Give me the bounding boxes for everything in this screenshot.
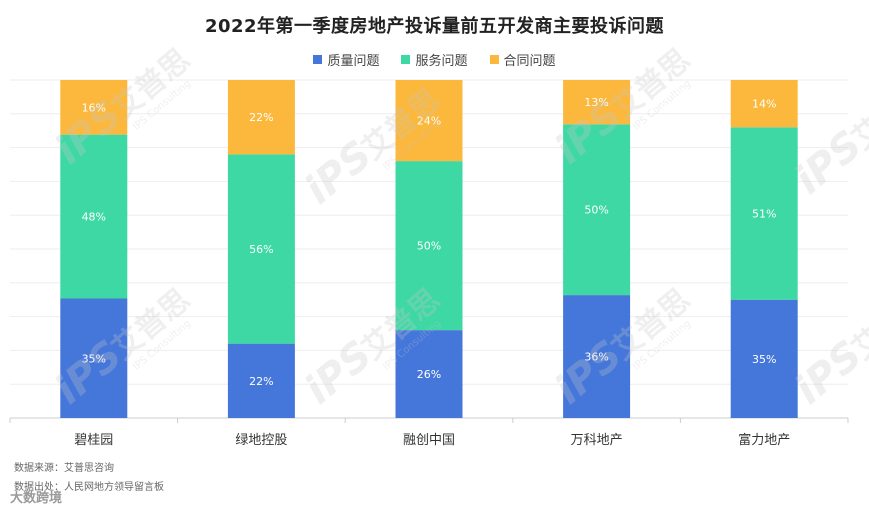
x-tick-label: 碧桂园 [74, 433, 113, 448]
bar-segment-contract [60, 80, 128, 135]
data-label-quality: 22% [249, 375, 273, 388]
bar-segment-quality [395, 330, 463, 418]
legend-label-service: 服务问题 [415, 54, 468, 69]
data-origin-note: 数据出处：人民网地方领导留言板 [14, 482, 164, 493]
bar-segment-quality [730, 299, 798, 418]
legend-swatch-contract [489, 55, 499, 64]
bar-segment-contract [227, 80, 295, 155]
data-label-contract: 13% [584, 96, 608, 109]
data-source-note: 数据来源：艾普思咨询 [14, 463, 114, 474]
bar-segment-quality [60, 298, 128, 418]
data-label-quality: 36% [584, 351, 608, 364]
legend-item-quality[interactable]: 质量问题 [313, 50, 379, 69]
legend-item-contract[interactable]: 合同问题 [489, 50, 556, 69]
chart-title: 2022年第一季度房地产投诉量前五开发商主要投诉问题 [204, 16, 665, 37]
legend-swatch-service [401, 55, 411, 64]
bar-segment-service [395, 161, 463, 331]
data-label-service: 56% [249, 243, 273, 256]
bar-segment-service [730, 127, 798, 300]
bar-segment-service [563, 124, 631, 296]
data-label-contract: 14% [752, 98, 776, 111]
data-label-contract: 16% [82, 101, 106, 114]
data-label-quality: 35% [752, 353, 776, 366]
data-label-service: 51% [752, 208, 776, 221]
legend-label-quality: 质量问题 [327, 54, 380, 69]
x-tick-label: 融创中国 [403, 433, 455, 448]
data-label-service: 50% [584, 204, 608, 217]
legend-swatch-quality [313, 55, 323, 64]
bar-segment-contract [395, 80, 463, 162]
data-label-quality: 26% [417, 368, 441, 381]
data-label-quality: 35% [82, 352, 106, 365]
chart-legend: 质量问题 服务问题 合同问题 [0, 50, 869, 69]
bar-segment-service [60, 134, 128, 299]
legend-item-service[interactable]: 服务问题 [401, 50, 468, 69]
bar-segment-service [227, 154, 295, 344]
legend-label-contract: 合同问题 [503, 54, 556, 69]
data-label-contract: 22% [249, 111, 273, 124]
data-label-service: 48% [82, 211, 106, 224]
corner-brand-label: 大数跨境 [10, 491, 63, 506]
x-tick-label: 万科地产 [571, 433, 623, 448]
bar-segment-quality [227, 343, 295, 418]
x-tick-label: 绿地控股 [235, 433, 287, 448]
data-label-service: 50% [417, 240, 441, 253]
x-tick-label: 富力地产 [738, 432, 790, 448]
bar-segment-contract [730, 80, 798, 128]
data-label-contract: 24% [417, 115, 441, 128]
bar-segment-contract [563, 80, 631, 125]
bar-segment-quality [563, 295, 631, 418]
